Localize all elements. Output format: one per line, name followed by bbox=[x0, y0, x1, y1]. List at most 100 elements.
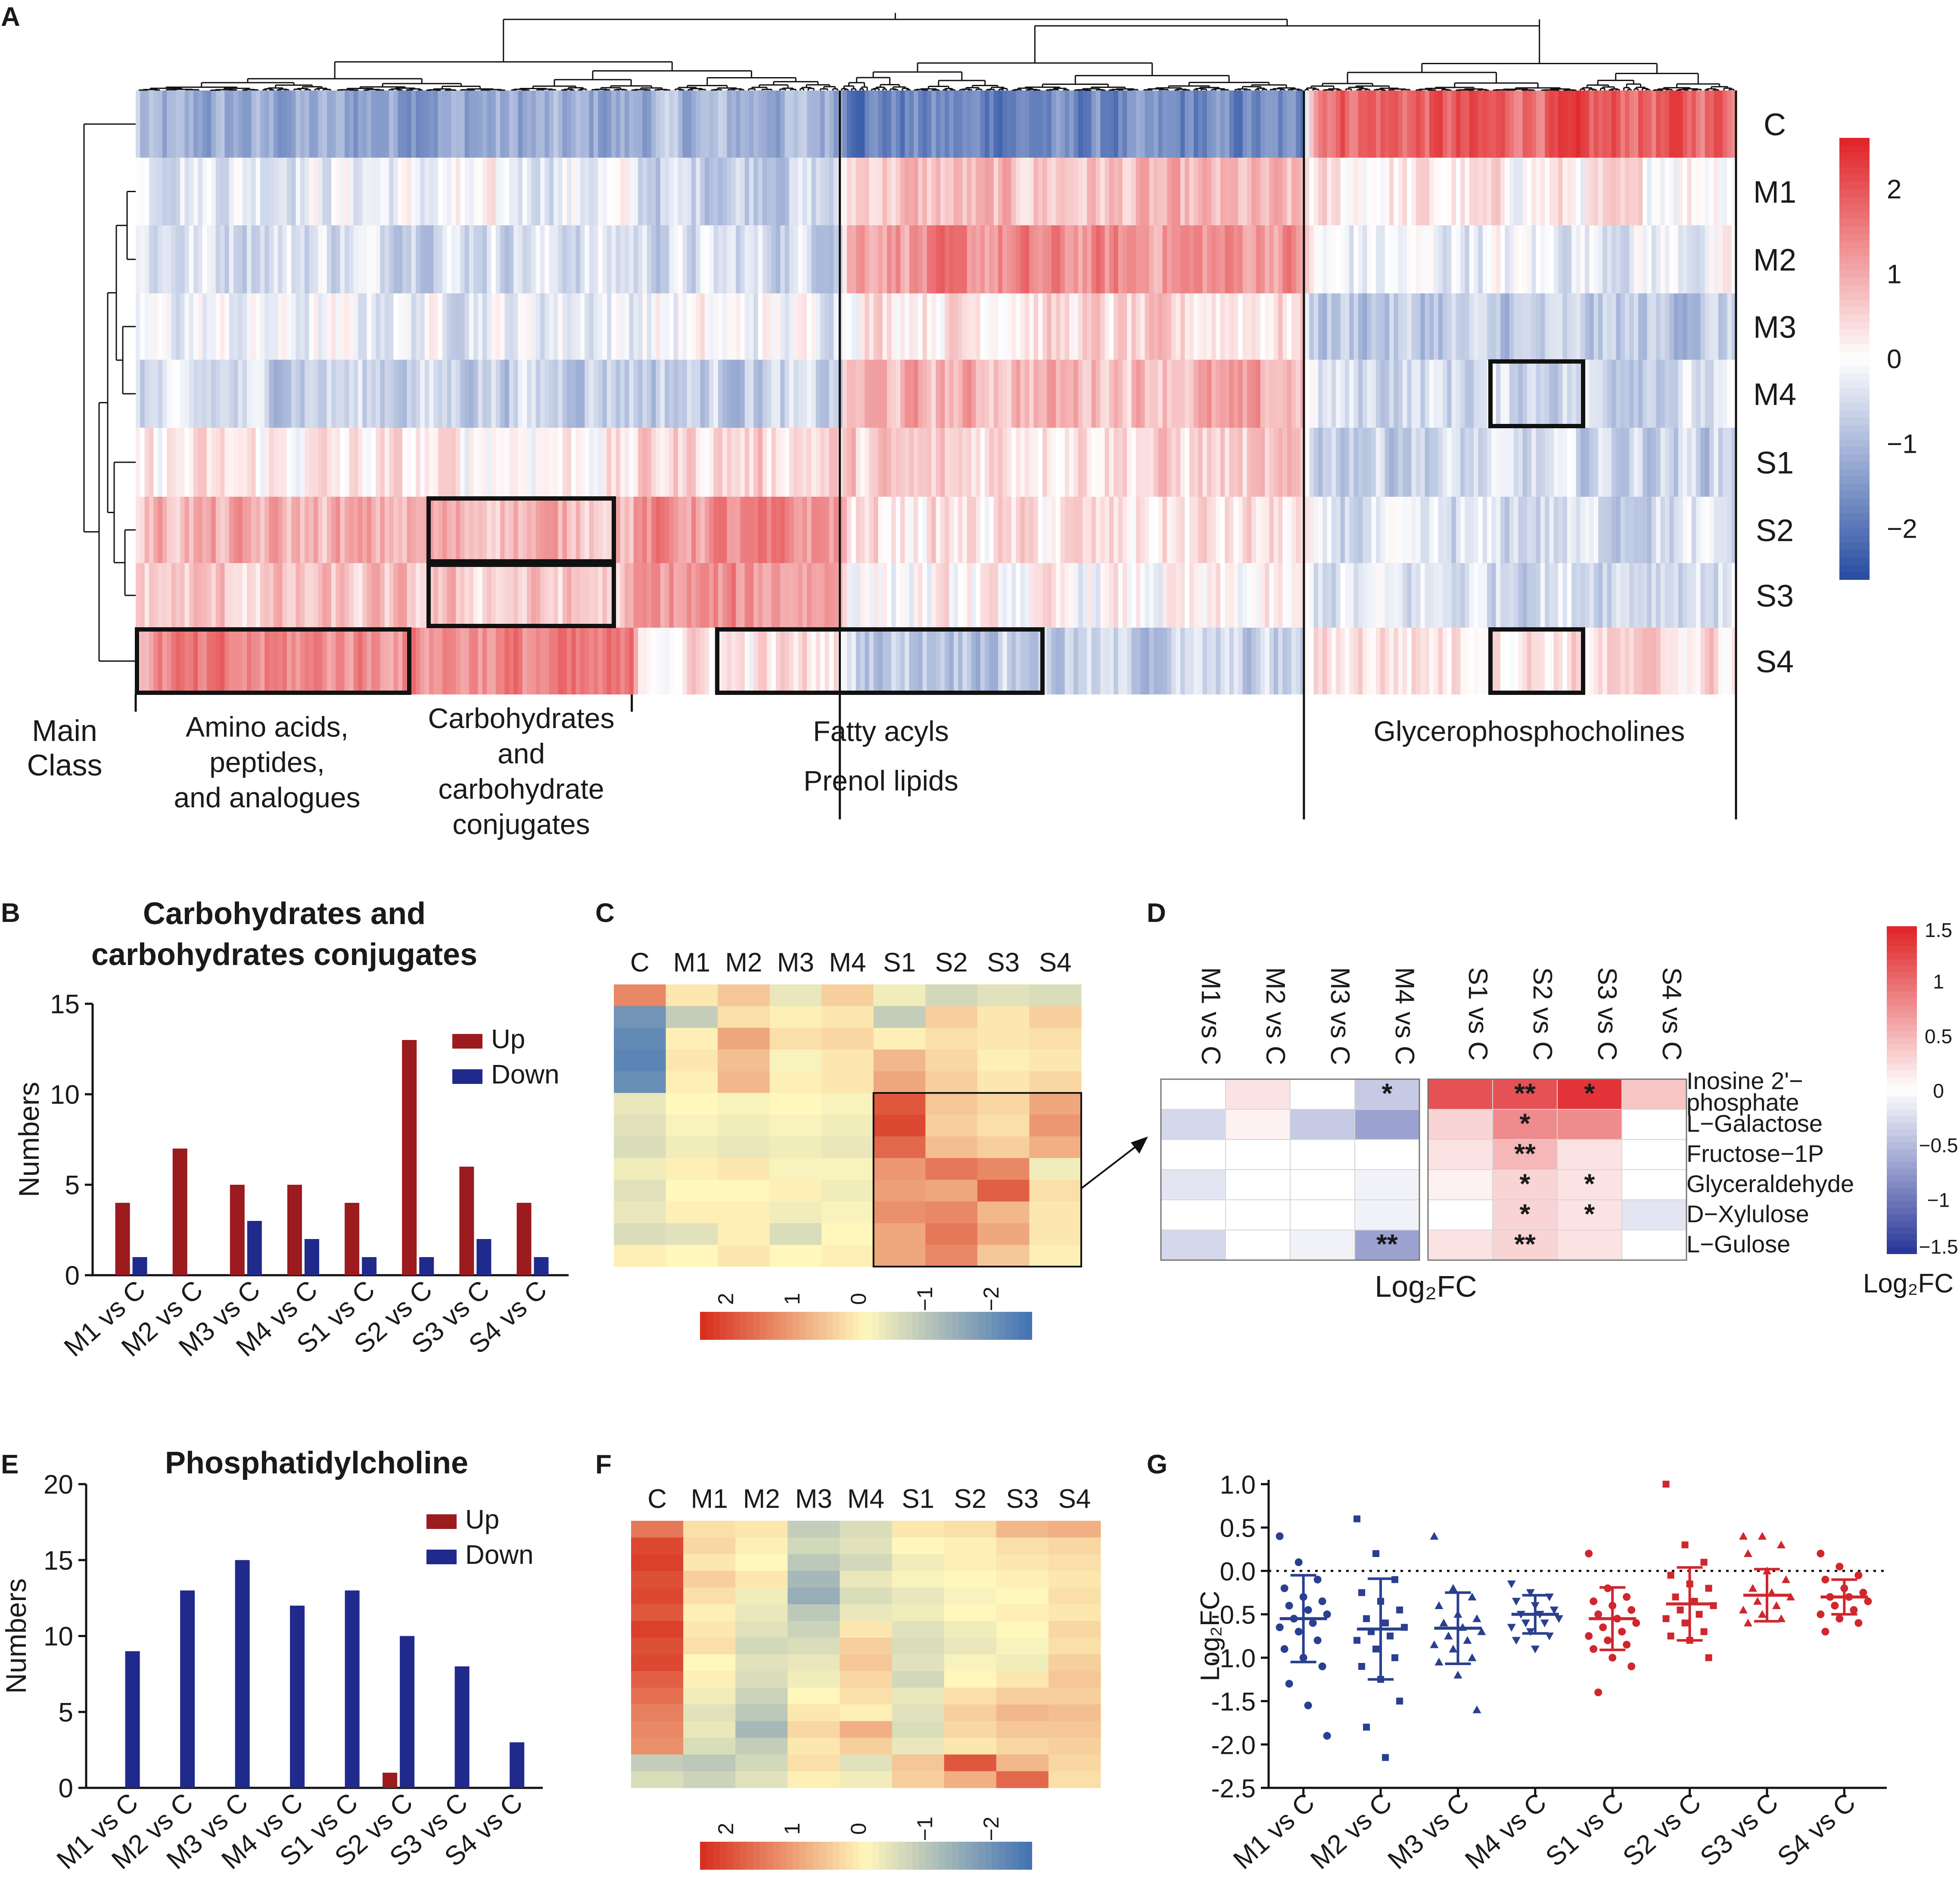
heatmap-cell-m1 bbox=[1238, 158, 1243, 225]
heatmap-cell-s4 bbox=[336, 628, 341, 694]
heatmap-cell-s4 bbox=[238, 628, 243, 694]
heatmap-cell bbox=[892, 1771, 945, 1788]
heatmap-cell-m4 bbox=[1269, 360, 1274, 428]
heatmap-cell-m2 bbox=[1540, 225, 1545, 293]
heatmap-cell-c bbox=[1576, 90, 1581, 158]
heatmap-cell-s1 bbox=[922, 428, 927, 497]
heatmap-cell-s3 bbox=[286, 563, 292, 628]
heatmap-cell-m1 bbox=[1189, 158, 1194, 225]
heatmap-cell-s3 bbox=[246, 563, 252, 628]
heatmap-cell-s4 bbox=[202, 628, 207, 694]
heatmap-cell-s4 bbox=[927, 628, 932, 694]
heatmap-cell-m3 bbox=[798, 293, 803, 360]
heatmap-cell-m3 bbox=[500, 293, 505, 360]
heatmap-cell-m1 bbox=[1020, 158, 1025, 225]
heatmap-cell-s3 bbox=[1442, 563, 1447, 628]
heatmap-cell-s3 bbox=[985, 563, 989, 628]
colorbar-step bbox=[1887, 1077, 1917, 1084]
heatmap-cell-s1 bbox=[1078, 428, 1083, 497]
colorbar-tick-label: 1.5 bbox=[1925, 919, 1952, 941]
heatmap-cell-s4 bbox=[1154, 628, 1159, 694]
y-tick-label: 20 bbox=[44, 1470, 73, 1500]
heatmap-cell-s1 bbox=[376, 428, 381, 497]
heatmap-cell-m2 bbox=[1625, 225, 1630, 293]
heatmap-cell-s3 bbox=[1718, 563, 1723, 628]
log2fc-cell bbox=[1492, 1139, 1558, 1170]
heatmap-cell-s2 bbox=[1145, 497, 1150, 563]
heatmap-cell-s2 bbox=[242, 497, 247, 563]
heatmap-cell-m1 bbox=[1167, 158, 1172, 225]
heatmap-cell-c bbox=[358, 90, 363, 158]
heatmap-cell-m4 bbox=[1714, 360, 1719, 428]
heatmap-cell-s3 bbox=[238, 563, 243, 628]
heatmap-cell-s2 bbox=[1643, 497, 1648, 563]
heatmap-cell-s3 bbox=[215, 563, 221, 628]
heatmap-cell-s2 bbox=[402, 497, 408, 563]
heatmap-cell-m2 bbox=[1420, 225, 1425, 293]
colorbar-step bbox=[892, 1842, 899, 1870]
colorbar-step bbox=[733, 1312, 740, 1340]
heatmap-cell-s2 bbox=[1447, 497, 1452, 563]
heatmap-cell-s4 bbox=[1562, 628, 1568, 694]
heatmap-cell-m3 bbox=[1718, 293, 1723, 360]
heatmap-cell-m2 bbox=[1629, 225, 1634, 293]
heatmap-cell-s1 bbox=[136, 428, 140, 497]
colorbar-step bbox=[773, 1312, 780, 1340]
heatmap-cell-s1 bbox=[727, 428, 732, 497]
heatmap-cell-c bbox=[238, 90, 243, 158]
heatmap-cell-m3 bbox=[1256, 293, 1261, 360]
heatmap-cell-m3 bbox=[1425, 293, 1430, 360]
heatmap-cell-m4 bbox=[566, 360, 572, 428]
heatmap-cell bbox=[631, 1604, 684, 1621]
class-label-prenol-lipids: Prenol lipids bbox=[803, 765, 958, 797]
heatmap-cell-s2 bbox=[1353, 497, 1359, 563]
log2fc-cell bbox=[1160, 1230, 1226, 1261]
class-label-fatty-acyls: Fatty acyls bbox=[813, 715, 949, 747]
heatmap-cell-s4 bbox=[1136, 628, 1141, 694]
heatmap-cell-m1 bbox=[576, 158, 581, 225]
heatmap-cell bbox=[1048, 1604, 1101, 1621]
heatmap-cell-s2 bbox=[264, 497, 270, 563]
heatmap-cell-s3 bbox=[1024, 563, 1030, 628]
heatmap-cell-m1 bbox=[140, 158, 145, 225]
colorbar-step bbox=[1839, 564, 1870, 573]
heatmap-cell-c bbox=[922, 90, 927, 158]
heatmap-cell-m2 bbox=[1287, 225, 1292, 293]
heatmap-cell-m4 bbox=[518, 360, 523, 428]
heatmap-cell bbox=[873, 1115, 926, 1137]
colorbar-step bbox=[945, 1312, 953, 1340]
heatmap-cell-s1 bbox=[1149, 428, 1154, 497]
heatmap-cell bbox=[769, 1093, 822, 1115]
heatmap-cell-m2 bbox=[967, 225, 972, 293]
heatmap-cell-m1 bbox=[736, 158, 741, 225]
highlight-box bbox=[872, 1092, 1083, 1268]
heatmap-cell-m1 bbox=[1145, 158, 1150, 225]
heatmap-cell-m1 bbox=[1398, 158, 1403, 225]
heatmap-cell-s4 bbox=[1664, 628, 1670, 694]
heatmap-cell-s1 bbox=[309, 428, 314, 497]
heatmap-cell-m1 bbox=[691, 158, 696, 225]
y-axis-label: Numbers bbox=[0, 1578, 32, 1694]
heatmap-cell-m1 bbox=[1171, 158, 1176, 225]
heatmap-cell bbox=[1048, 1588, 1101, 1605]
heatmap-cell-m4 bbox=[1322, 360, 1328, 428]
heatmap-cell-m1 bbox=[478, 158, 483, 225]
heatmap-cell-m1 bbox=[1305, 158, 1310, 225]
heatmap-cell bbox=[735, 1521, 788, 1538]
heatmap-cell bbox=[944, 1621, 997, 1638]
heatmap-cell bbox=[787, 1588, 840, 1605]
heatmap-cell-s1 bbox=[1656, 428, 1661, 497]
heatmap-cell-c bbox=[1429, 90, 1434, 158]
heatmap-cell-s2 bbox=[918, 497, 923, 563]
row-dendrogram bbox=[83, 123, 136, 662]
heatmap-cell-s4 bbox=[602, 628, 607, 694]
heatmap-cell-c bbox=[464, 90, 470, 158]
colorbar-step bbox=[939, 1312, 946, 1340]
heatmap-cell-m4 bbox=[286, 360, 292, 428]
heatmap-cell-m2 bbox=[1687, 225, 1692, 293]
colorbar-step bbox=[1887, 1116, 1917, 1123]
heatmap-cell bbox=[631, 1737, 684, 1755]
heatmap-cell-s3 bbox=[184, 563, 190, 628]
heatmap-cell-s3 bbox=[713, 563, 719, 628]
heatmap-cell-s4 bbox=[953, 628, 958, 694]
